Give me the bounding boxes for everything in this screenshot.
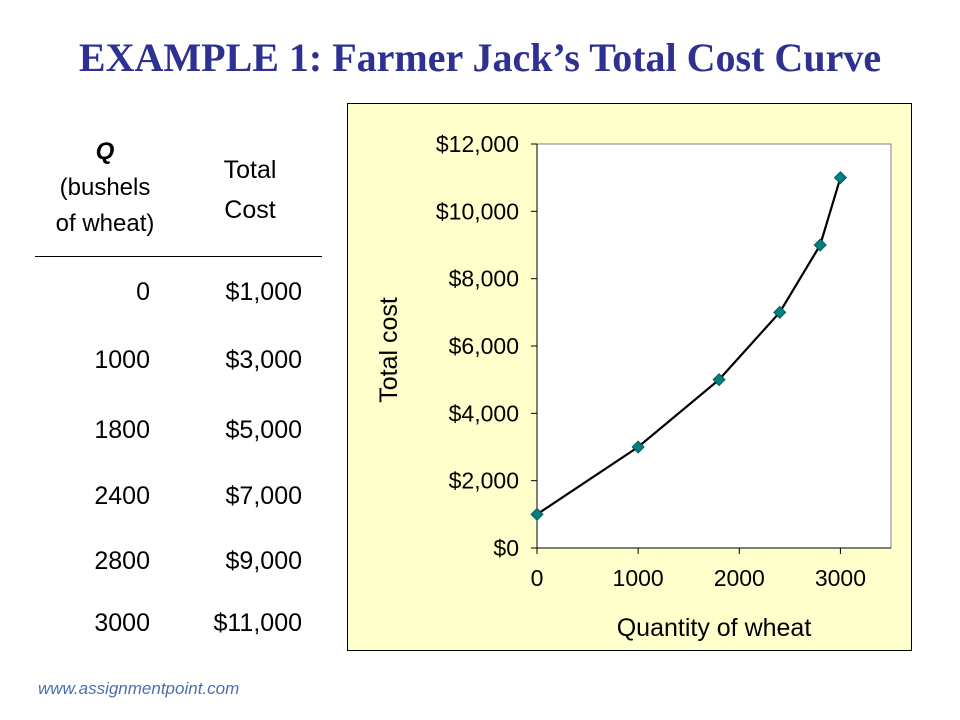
y-axis-title: Total cost bbox=[375, 297, 403, 403]
table-cell-quantity: 3000 bbox=[94, 609, 150, 637]
table-cell-quantity: 2400 bbox=[94, 482, 150, 510]
total-cost-column-header: Total Cost bbox=[190, 150, 310, 230]
table-cell-cost: $7,000 bbox=[225, 482, 302, 510]
x-tick-label: 1000 bbox=[613, 565, 664, 591]
y-tick-label: $4,000 bbox=[449, 400, 519, 426]
y-tick-label: $10,000 bbox=[436, 198, 519, 224]
data-point bbox=[773, 305, 787, 319]
data-point bbox=[813, 238, 827, 252]
data-point bbox=[530, 507, 544, 521]
x-axis-title: Quantity of wheat bbox=[617, 614, 812, 642]
y-tick-label: $8,000 bbox=[449, 266, 519, 292]
footer-url: www.assignmentpoint.com bbox=[38, 679, 240, 698]
table-cell-quantity: 2800 bbox=[94, 547, 150, 575]
plot-area bbox=[536, 143, 892, 549]
x-tick-label: 2000 bbox=[714, 565, 765, 591]
total-cost-header-line-2: Cost bbox=[224, 196, 276, 224]
table-cell-cost: $11,000 bbox=[213, 609, 302, 637]
y-tick-label: $12,000 bbox=[436, 131, 519, 157]
table-cell-cost: $9,000 bbox=[225, 547, 302, 575]
data-point bbox=[631, 440, 645, 454]
quantity-header-line-1: (bushels bbox=[59, 174, 151, 201]
x-tick-label: 3000 bbox=[815, 565, 866, 591]
y-tick-label: $0 bbox=[493, 535, 519, 561]
quantity-header-line-2: of wheat) bbox=[55, 210, 155, 237]
total-cost-chart: $0 $2,000 $4,000 $6,000 $8,000 $10,000 $12,000… bbox=[375, 131, 892, 642]
series-line bbox=[536, 177, 842, 516]
y-tick-label: $2,000 bbox=[449, 468, 519, 494]
header-divider bbox=[35, 256, 322, 257]
table-cell-quantity: 1000 bbox=[94, 346, 150, 374]
quantity-column-header: Q (bushels of wheat) bbox=[35, 134, 175, 242]
table-cell-cost: $5,000 bbox=[225, 416, 302, 444]
data-point bbox=[712, 373, 726, 387]
data-point bbox=[833, 171, 847, 185]
slide-title: EXAMPLE 1: Farmer Jack’s Total Cost Curv… bbox=[78, 35, 882, 80]
table-cell-quantity: 1800 bbox=[94, 416, 150, 444]
quantity-symbol: Q bbox=[95, 138, 115, 165]
table-cell-quantity: 0 bbox=[136, 278, 150, 306]
total-cost-header-line-1: Total bbox=[223, 156, 277, 184]
x-tick-label: 0 bbox=[531, 565, 544, 591]
table-cell-cost: $1,000 bbox=[225, 278, 302, 306]
table-cell-cost: $3,000 bbox=[225, 346, 302, 374]
y-tick-label: $6,000 bbox=[449, 333, 519, 359]
